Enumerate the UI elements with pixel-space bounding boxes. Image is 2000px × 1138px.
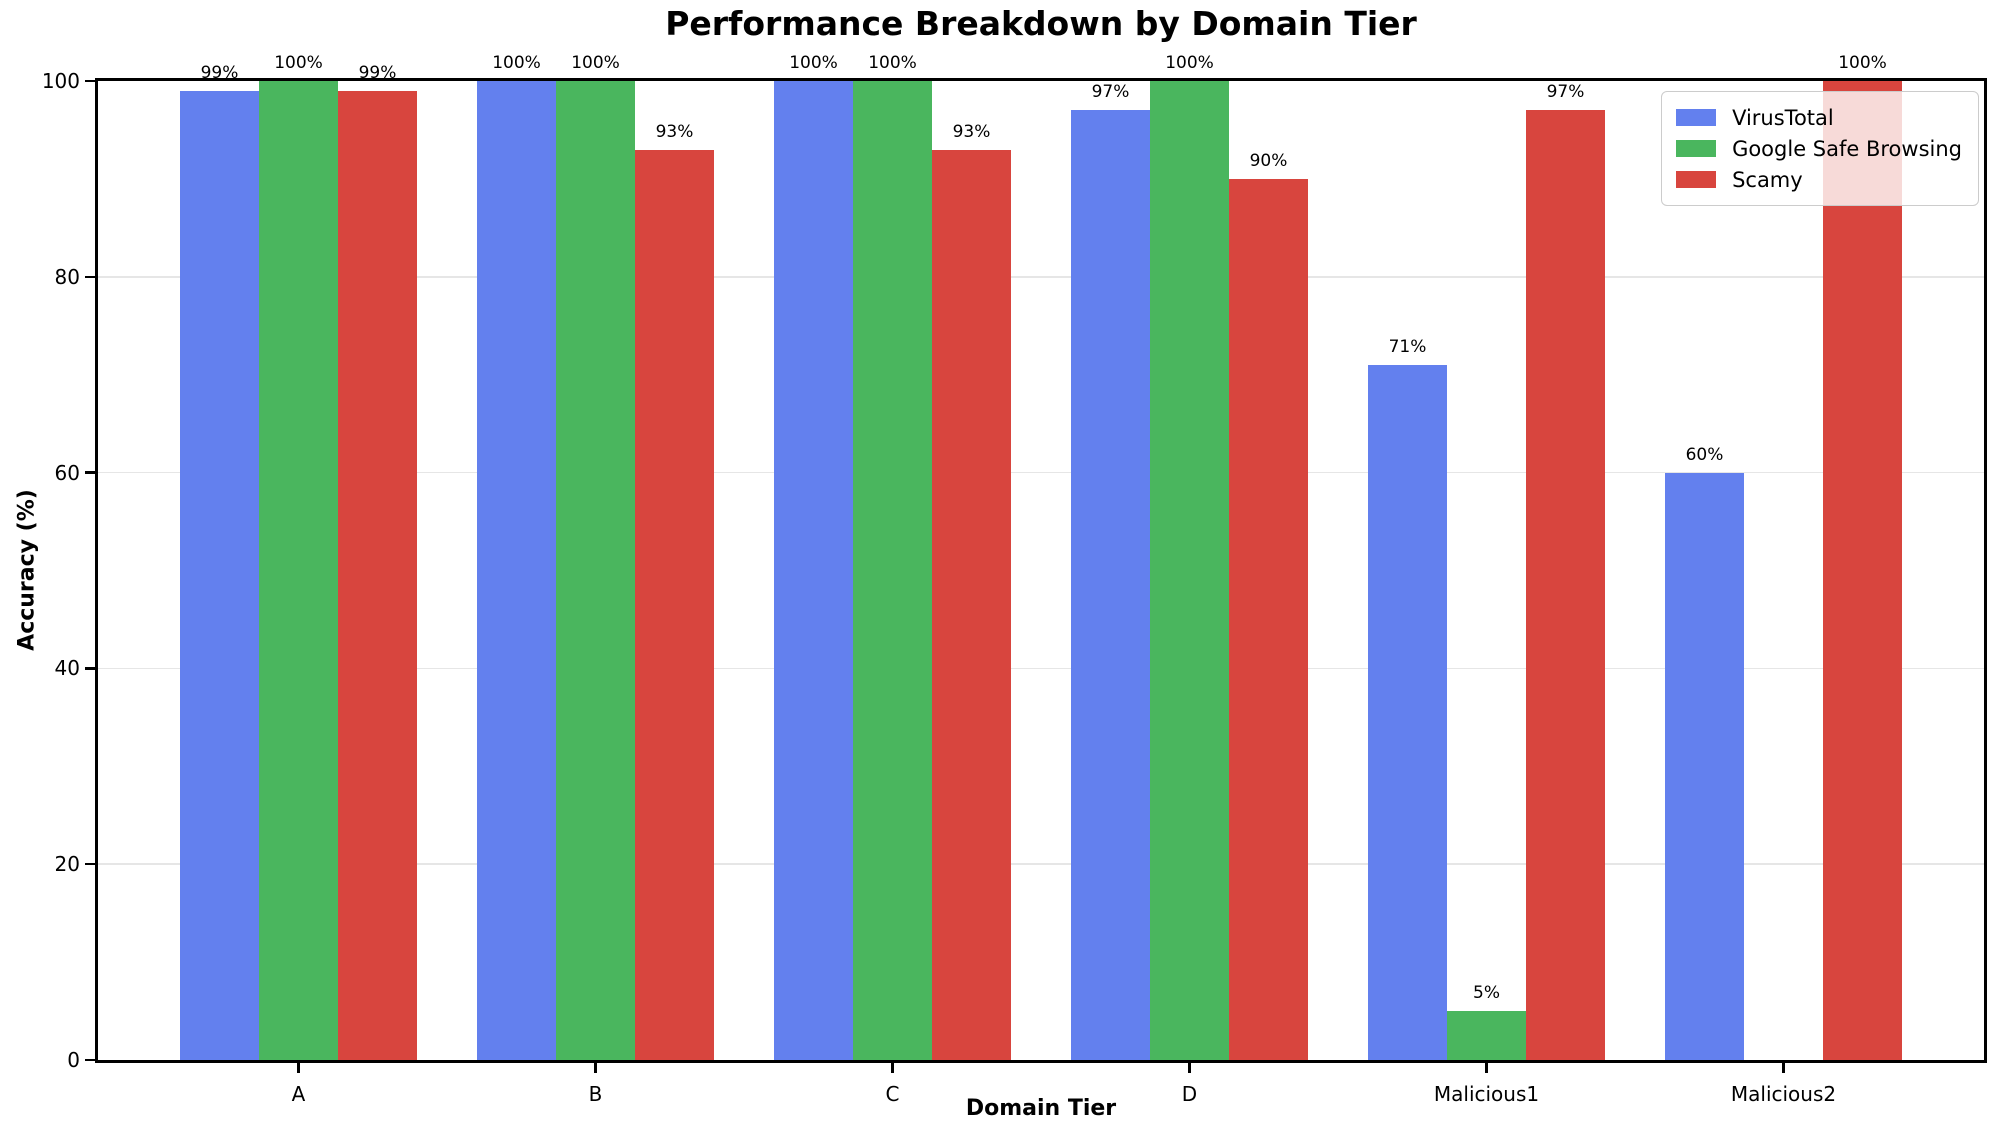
- legend-label: Scamy: [1732, 167, 1803, 192]
- x-tick-label: A: [291, 1082, 306, 1106]
- x-tick-mark: [297, 1063, 300, 1073]
- bar-value-label: 93%: [952, 121, 991, 142]
- x-tick-mark: [1188, 1063, 1191, 1073]
- bar-value-label: 90%: [1249, 150, 1288, 171]
- legend-item: Google Safe Browsing: [1676, 133, 1962, 164]
- y-axis-label: Accuracy (%): [14, 489, 40, 651]
- x-tick-label: B: [588, 1082, 603, 1106]
- bar: [259, 81, 338, 1060]
- y-tick-mark: [85, 862, 95, 866]
- legend-item: Scamy: [1676, 164, 1962, 195]
- x-tick-label: C: [885, 1082, 900, 1106]
- bar-group: 60% 100%: [1665, 53, 1902, 1060]
- plot-area: 0 20 40 60 80 100 99% 100% 99% A 100% 100% 93% B 100% 1…: [42, 53, 1987, 1106]
- bar-group: 100% 100% 93%: [774, 53, 1011, 1060]
- x-tick-mark: [594, 1063, 597, 1073]
- bar: [1823, 81, 1902, 1060]
- bar: [1150, 81, 1229, 1060]
- bar-value-label: 100%: [789, 53, 838, 73]
- legend-label: Google Safe Browsing: [1732, 136, 1962, 161]
- bar-value-label: 99%: [200, 62, 239, 83]
- bar: [1665, 472, 1744, 1060]
- x-tick-mark: [1782, 1063, 1785, 1073]
- y-tick-label: 40: [54, 656, 80, 681]
- gridline: [98, 276, 1984, 278]
- gridline: [98, 471, 1984, 474]
- bar: [635, 149, 714, 1060]
- bar-value-label: 100%: [1165, 53, 1214, 73]
- bar-group: 97% 100% 90%: [1071, 53, 1308, 1060]
- legend-label: VirusTotal: [1732, 105, 1834, 130]
- y-tick-mark: [85, 667, 95, 670]
- chart-title: Performance Breakdown by Domain Tier: [665, 4, 1417, 43]
- gridline: [98, 667, 1984, 670]
- y-tick-label: 20: [54, 852, 80, 877]
- y-tick-mark: [85, 275, 95, 279]
- bar: [853, 81, 932, 1060]
- bar-value-label: 100%: [274, 53, 323, 73]
- x-tick-label: Malicious1: [1433, 1082, 1540, 1106]
- bar-value-label: 100%: [492, 53, 541, 73]
- x-tick-mark: [891, 1063, 894, 1073]
- legend-swatch: [1676, 171, 1717, 188]
- bar: [556, 81, 635, 1060]
- bar: [1447, 1011, 1526, 1060]
- x-tick-label: D: [1181, 1082, 1198, 1106]
- x-axis-label: Domain Tier: [965, 1096, 1117, 1121]
- bar: [1071, 110, 1150, 1060]
- bar: [338, 90, 417, 1060]
- y-tick-label: 0: [67, 1048, 80, 1072]
- bar-value-label: 97%: [1546, 82, 1585, 103]
- bar: [477, 81, 556, 1060]
- y-tick-label: 60: [54, 460, 80, 485]
- bar-value-label: 99%: [358, 62, 397, 83]
- bar-group: 99% 100% 99%: [180, 53, 417, 1060]
- bar-value-label: 5%: [1473, 983, 1500, 1004]
- bar: [774, 81, 853, 1060]
- bar-value-label: 71%: [1388, 336, 1427, 357]
- legend-item: VirusTotal: [1676, 102, 1962, 133]
- legend-swatch: [1676, 140, 1717, 157]
- legend: VirusTotal Google Safe Browsing Scamy: [1661, 91, 1979, 206]
- bar-value-label: 60%: [1685, 444, 1724, 465]
- bar: [1526, 110, 1605, 1060]
- y-tick-mark: [85, 1058, 95, 1062]
- bar: [1229, 178, 1308, 1060]
- bar-group: 100% 100% 93%: [477, 53, 714, 1060]
- gridline: [98, 863, 1984, 865]
- bar: [1368, 364, 1447, 1060]
- bar-value-label: 100%: [1838, 53, 1887, 73]
- x-tick-mark: [1485, 1063, 1488, 1073]
- bar-value-label: 97%: [1091, 82, 1130, 103]
- y-tick-mark: [85, 471, 95, 474]
- legend-swatch: [1676, 109, 1717, 126]
- bar-value-label: 93%: [655, 121, 694, 142]
- bar: [932, 149, 1011, 1060]
- y-tick-mark: [85, 79, 95, 83]
- bar-value-label: 100%: [571, 53, 620, 73]
- bar-value-label: 100%: [868, 53, 917, 73]
- y-tick-label: 100: [41, 69, 80, 93]
- bar-group: 71% 5% 97%: [1368, 81, 1605, 1060]
- x-tick-label: Malicious2: [1730, 1082, 1837, 1106]
- bar: [180, 90, 259, 1060]
- y-tick-label: 80: [54, 264, 80, 289]
